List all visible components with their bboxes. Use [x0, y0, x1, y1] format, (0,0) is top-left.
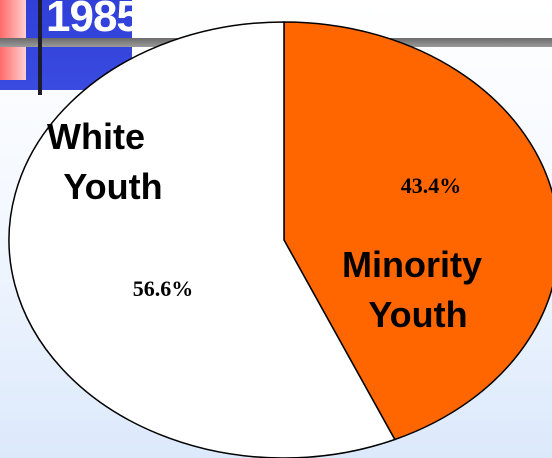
minority-percent-label: 43.4%: [401, 173, 462, 198]
minority-label-line1: Minority: [342, 244, 482, 285]
minority-label-line2: Youth: [368, 294, 467, 335]
white-slice: [8, 21, 396, 458]
pie-slices: [8, 21, 552, 458]
slide-title-year: 1985: [46, 0, 141, 41]
minority-slice: [283, 21, 552, 441]
white-percent-label: 56.6%: [133, 276, 194, 301]
title-divider-line: [38, 0, 42, 95]
white-label-line1: White: [47, 116, 145, 157]
white-label-line2: Youth: [63, 166, 162, 207]
